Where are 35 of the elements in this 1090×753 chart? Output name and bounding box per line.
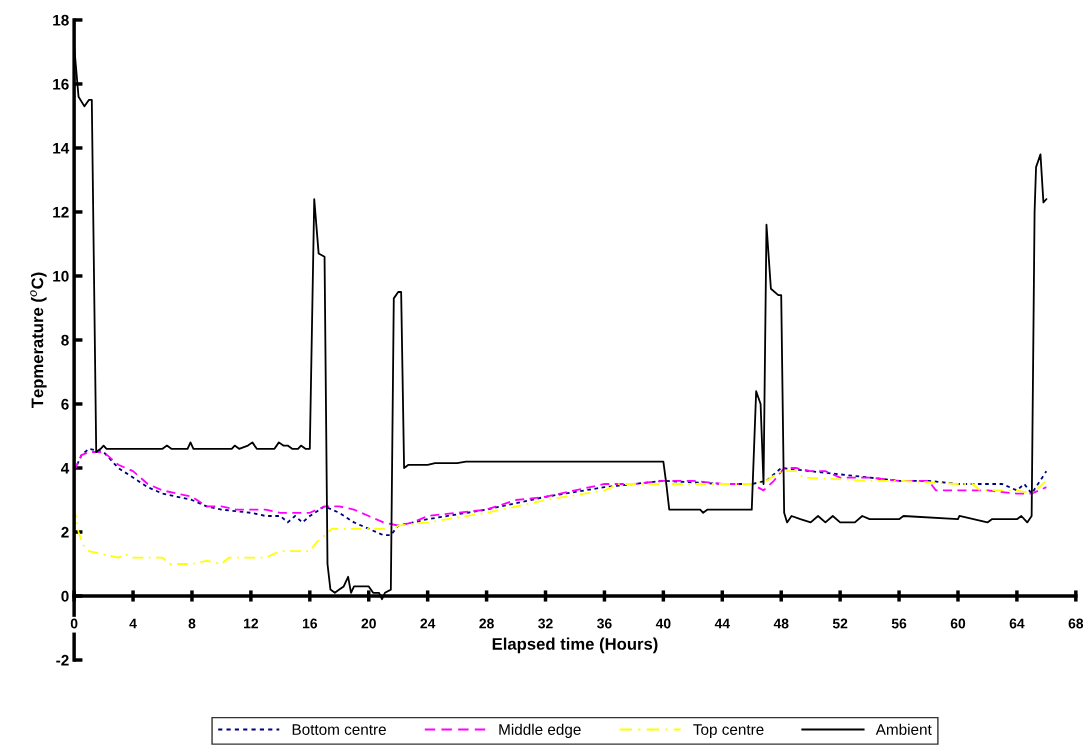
x-tick-label: 40 (655, 618, 671, 629)
x-tick-label: 68 (1068, 618, 1084, 629)
x-tick-label: 52 (832, 618, 848, 629)
x-axis-title: Elapsed time (Hours) (492, 637, 658, 654)
x-tick-label: 24 (420, 618, 436, 629)
legend-label: Middle edge (499, 723, 581, 738)
x-tick-label: 60 (950, 618, 966, 629)
legend-label: Ambient (875, 723, 932, 735)
x-tick-label: 20 (361, 618, 376, 629)
y-tick-label: 18 (53, 14, 69, 26)
legend-label: Bottom centre (292, 724, 386, 735)
x-tick-label: 48 (773, 618, 789, 629)
x-tick-label: 8 (188, 618, 196, 629)
y-tick-label: 6 (61, 398, 69, 410)
y-tick-label: 4 (60, 463, 70, 474)
x-tick-label: 16 (302, 618, 318, 629)
x-tick-label: 36 (597, 618, 612, 629)
x-tick-label: 28 (479, 618, 494, 629)
x-tick-label: 4 (129, 618, 137, 629)
y-tick-label: 16 (53, 78, 69, 90)
y-tick-label: 14 (53, 142, 70, 154)
x-tick-label: 32 (538, 618, 553, 629)
y-tick-label: 8 (61, 334, 69, 346)
x-tick-label: 64 (1009, 618, 1025, 629)
x-tick-label: 56 (891, 618, 907, 629)
legend-label: Top centre (693, 724, 764, 738)
y-tick-label: 10 (53, 270, 69, 282)
x-tick-label: 44 (714, 618, 730, 629)
y-axis-title: Tepmerature ($^{o}$C) (30, 272, 47, 409)
y-tick-label: 2 (61, 526, 69, 538)
y-tick-label: 12 (53, 206, 69, 218)
y-tick-label: 0 (61, 590, 69, 602)
x-tick-label: 0 (70, 618, 78, 629)
y-tick-label: -2 (56, 654, 69, 666)
x-tick-label: 12 (244, 618, 259, 629)
